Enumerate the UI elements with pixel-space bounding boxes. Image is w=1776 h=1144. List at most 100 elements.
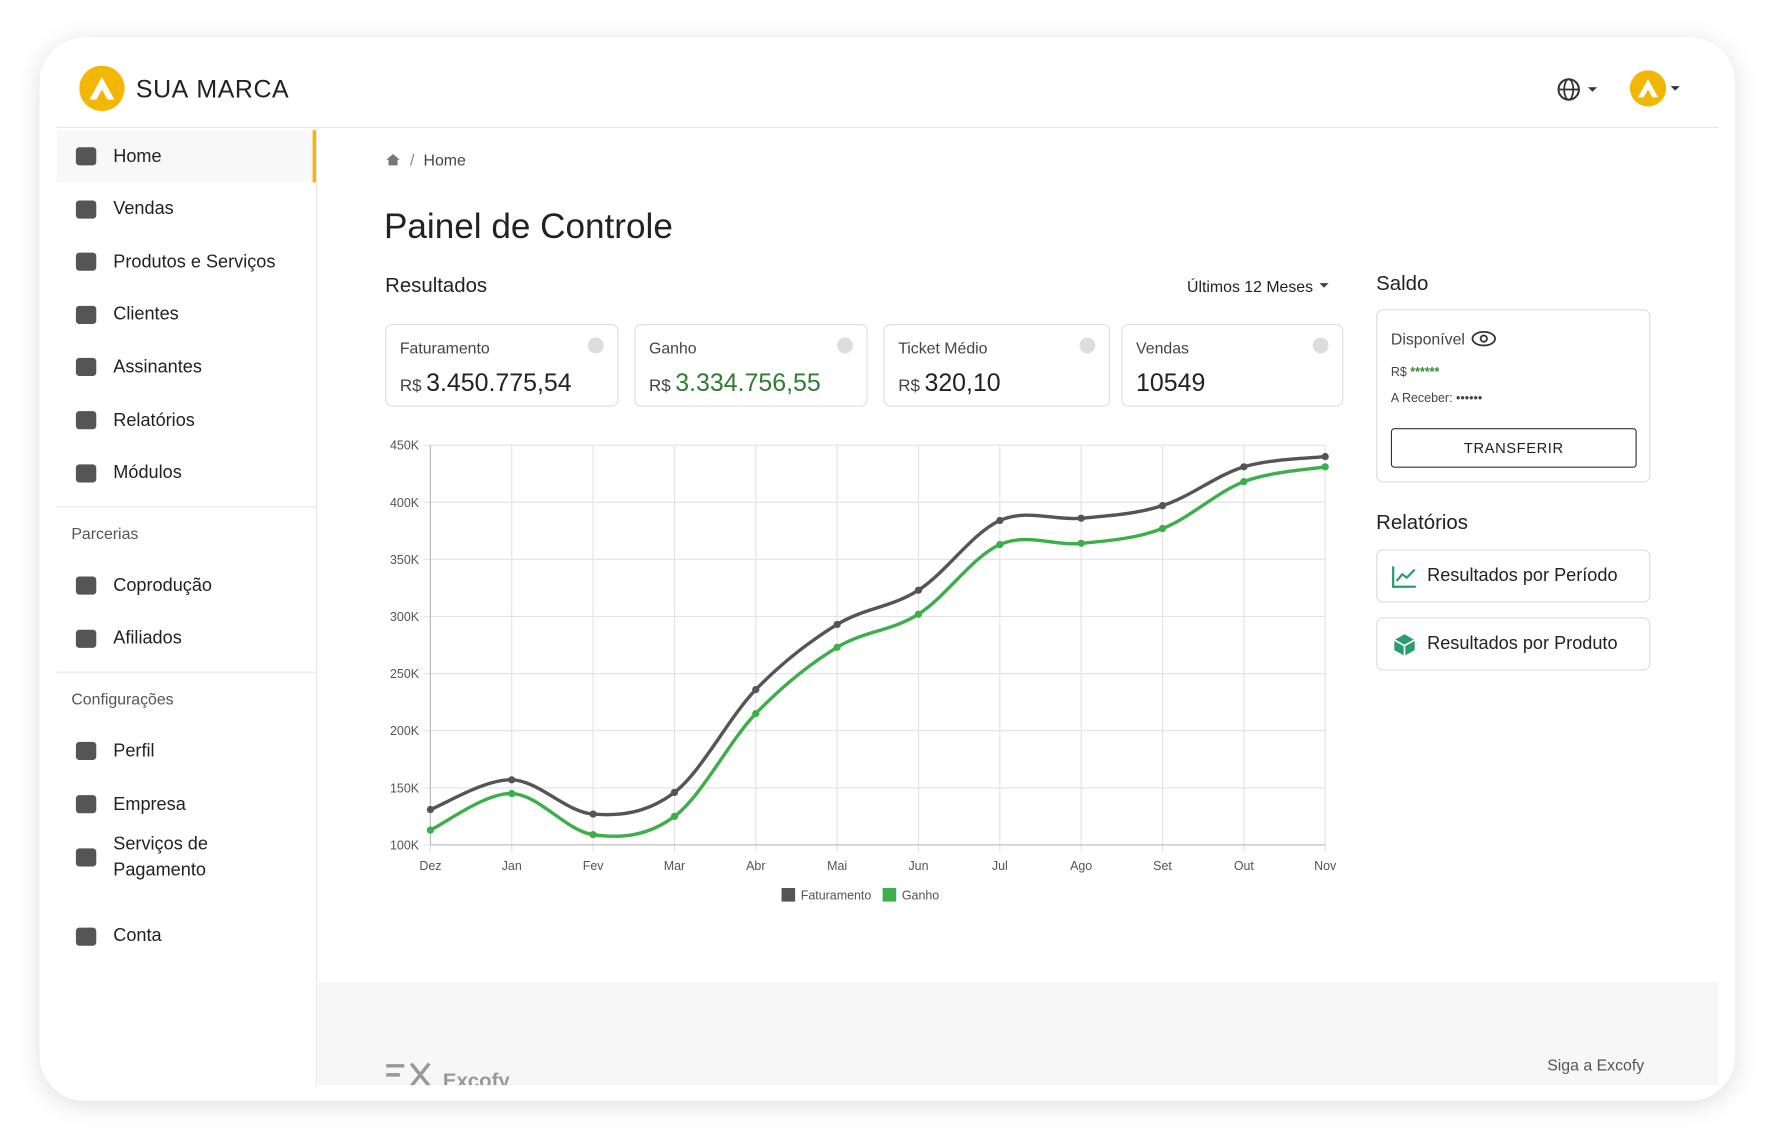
y-tick-label: 200K xyxy=(390,724,420,738)
kpi-label: Ganho xyxy=(649,338,697,357)
point xyxy=(1321,463,1329,471)
nav-icon xyxy=(75,927,97,946)
point xyxy=(589,810,597,818)
kpi-currency: R$ xyxy=(399,376,422,396)
x-tick-label: Mar xyxy=(664,859,685,873)
kpi-card: Faturamento R$ 3.450.775,54 xyxy=(385,323,619,407)
kpi-currency: R$ xyxy=(898,376,920,396)
kpi-label: Faturamento xyxy=(399,338,490,357)
info-icon[interactable] xyxy=(837,337,853,354)
info-icon[interactable] xyxy=(1312,337,1329,354)
reports-title: Relatórios xyxy=(1376,510,1468,534)
point xyxy=(1240,478,1248,486)
divider xyxy=(56,506,317,508)
x-tick-label: Fev xyxy=(583,859,605,873)
nav-item[interactable]: Assinantes xyxy=(57,341,316,393)
nav-icon xyxy=(75,411,97,430)
nav-item[interactable]: Módulos xyxy=(57,447,316,499)
kpi-number: 3.450.775,54 xyxy=(426,368,572,397)
balance: R$ ****** xyxy=(1391,366,1439,380)
nav-item[interactable]: Perfil xyxy=(57,725,316,777)
point xyxy=(670,788,679,797)
report-link[interactable]: Resultados por Produto xyxy=(1376,617,1651,671)
x-tick-label: Jan xyxy=(502,859,522,873)
nav-icon xyxy=(75,463,97,483)
legend-swatch xyxy=(781,887,796,902)
nav-item[interactable]: Coprodução xyxy=(57,560,316,612)
point xyxy=(508,776,516,784)
nav-icon xyxy=(75,847,97,867)
x-tick-label: Ago xyxy=(1070,859,1092,873)
nav-icon xyxy=(75,200,97,219)
nav-item[interactable]: Relatórios xyxy=(57,394,316,446)
nav-item[interactable]: Conta xyxy=(57,910,316,962)
footer: Excofy Siga a Excofy xyxy=(318,982,1719,1086)
point xyxy=(996,540,1004,549)
nav-label: Módulos xyxy=(113,463,182,483)
y-tick-label: 100K xyxy=(390,838,420,852)
nav-label: Assinantes xyxy=(113,357,202,378)
brand-light: SUA xyxy=(135,74,189,104)
user-menu[interactable] xyxy=(1629,70,1684,109)
language-menu[interactable] xyxy=(1555,76,1600,103)
balance-currency: R$ xyxy=(1390,365,1407,380)
report-label: Resultados por Produto xyxy=(1427,633,1618,653)
chart: 100K 150K 200K 250K 300K 350K 400K 450K Dez Jan Fe… xyxy=(390,439,1337,903)
home-icon[interactable] xyxy=(385,153,401,167)
x-tick-label: Jun xyxy=(908,859,928,873)
nav-item[interactable]: Vendas xyxy=(57,183,316,235)
brand: SUA MARCA xyxy=(136,75,289,104)
sidebar: Home Vendas Produtos e Serviços Clientes Ass… xyxy=(56,127,318,1086)
nav-item[interactable]: Clientes xyxy=(57,289,316,341)
nav-item[interactable]: Afiliados xyxy=(57,613,316,665)
nav-label: Coprodução xyxy=(113,576,213,596)
app: SUA MARCA Home Vendas Produtos e Serviços C… xyxy=(56,54,1719,1086)
period-label: Últimos 12 Meses xyxy=(1187,277,1314,296)
kpi-value: 10549 xyxy=(1136,368,1205,397)
separator: / xyxy=(410,150,415,169)
logo[interactable] xyxy=(79,65,127,114)
available-label: Disponível xyxy=(1390,329,1465,348)
saldo-card: Disponível R$ ****** A Receber: •••••• T… xyxy=(1376,309,1651,483)
point xyxy=(426,805,435,814)
kpi-label: Vendas xyxy=(1136,338,1189,357)
nav-icon xyxy=(75,742,97,761)
x-tick-label: Nov xyxy=(1314,859,1337,873)
point xyxy=(752,685,760,694)
results-title: Resultados xyxy=(385,274,488,297)
balance-hidden: ****** xyxy=(1410,365,1440,380)
nav-label: Home xyxy=(113,146,162,166)
x-tick-label: Dez xyxy=(419,859,441,873)
report-label: Resultados por Período xyxy=(1427,565,1618,586)
nav-item[interactable]: Produtos e Serviços xyxy=(57,236,316,288)
info-icon[interactable] xyxy=(1079,337,1096,354)
point xyxy=(914,610,923,618)
to-receive-label: A Receber: xyxy=(1390,391,1453,406)
point xyxy=(589,831,597,839)
point xyxy=(670,812,679,821)
x-tick-label: Mai xyxy=(827,859,847,873)
nav-item[interactable]: Serviços de Pagamento xyxy=(57,831,316,883)
period-select[interactable]: Últimos 12 Meses xyxy=(1187,277,1333,296)
report-link[interactable]: Resultados por Período xyxy=(1376,549,1651,603)
breadcrumb: / Home xyxy=(385,151,466,169)
caret xyxy=(1319,283,1329,288)
kpi-label: Ticket Médio xyxy=(898,338,988,357)
nav-label: Serviços de Pagamento xyxy=(113,834,208,880)
page-title: Painel de Controle xyxy=(383,206,673,246)
breadcrumb-item[interactable]: Home xyxy=(423,150,466,169)
nav-label: Vendas xyxy=(113,199,174,219)
nav-label: Empresa xyxy=(113,794,186,814)
nav-item[interactable]: Empresa xyxy=(57,778,316,830)
toggle-visibility[interactable] xyxy=(1465,330,1499,348)
report-icon xyxy=(1393,633,1416,656)
nav-item[interactable]: Home xyxy=(56,130,317,183)
info-icon[interactable] xyxy=(587,337,604,354)
nav-label: Afiliados xyxy=(113,628,182,649)
kpi-card: Vendas 10549 xyxy=(1121,323,1344,407)
transfer-button[interactable]: TRANSFERIR xyxy=(1390,428,1637,468)
y-tick-label: 250K xyxy=(390,667,420,681)
